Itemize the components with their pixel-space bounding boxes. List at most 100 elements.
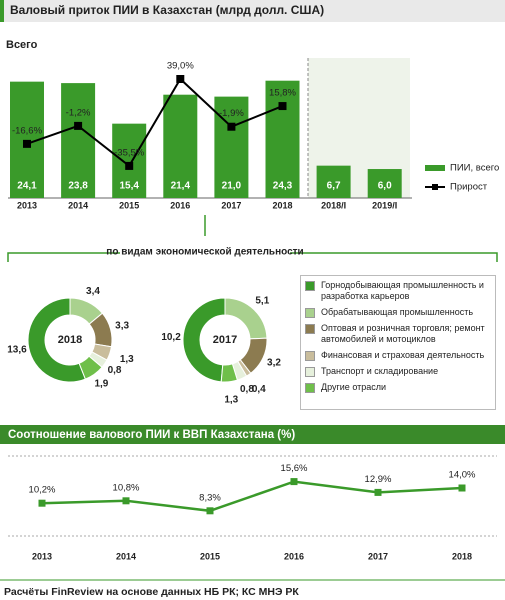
marker (458, 484, 466, 492)
data-label: 3,2 (267, 357, 281, 368)
line (26, 77, 283, 168)
bar (214, 96, 249, 198)
marker (122, 497, 130, 505)
data-label: 15,8% (269, 88, 296, 99)
legend-entry: Оптовая и розничная торговля; ремонт авт… (305, 323, 491, 345)
data-label: 14,0% (449, 470, 476, 481)
bar (163, 94, 198, 198)
x-tick-label: 2018 (452, 551, 472, 561)
data-label: 0,8 (108, 365, 122, 376)
data-label: 6,7 (327, 181, 341, 192)
legend-swatch (305, 308, 315, 318)
chart-title: Валовый приток ПИИ в Казахстан (млрд дол… (10, 3, 324, 17)
data-label: 1,9 (94, 379, 108, 390)
bar (112, 123, 147, 198)
data-label: 0,4 (252, 384, 266, 395)
x-tick-label: 2018 (272, 200, 292, 210)
x-tick-label: 2014 (116, 551, 136, 561)
donut-center-label: 2018 (58, 334, 82, 346)
data-label: -1,2% (66, 107, 91, 118)
donut-slice (78, 355, 103, 380)
donut-slice (220, 363, 239, 383)
data-label: 21,0 (222, 181, 242, 192)
legend-label: Оптовая и розничная торговля; ремонт авт… (321, 323, 485, 344)
x-tick-label: 2017 (221, 200, 241, 210)
data-label: 0,8 (240, 384, 254, 395)
data-label: 39,0% (167, 61, 194, 72)
marker (176, 75, 185, 83)
legend-entry: Другие отрасли (305, 382, 491, 393)
data-label: 15,6% (281, 463, 308, 474)
legend-entry: Финансовая и страховая деятельность (305, 350, 491, 361)
marker (74, 121, 83, 130)
x-tick-label: 2015 (119, 200, 139, 210)
legend-label: Финансовая и страховая деятельность (321, 350, 485, 360)
marker (206, 507, 214, 515)
legend-entry: Транспорт и складирование (305, 366, 491, 377)
x-tick-label: 2013 (17, 200, 37, 210)
legend-entry: Горнодобывающая промышленность и разрабо… (305, 280, 491, 302)
marker (125, 161, 134, 170)
legend: Горнодобывающая промышленность и разрабо… (300, 275, 496, 410)
data-label: 5,1 (255, 296, 269, 307)
marker (38, 499, 46, 507)
legend-entry: Обрабатывающая промышленность (305, 307, 491, 318)
marker (23, 139, 31, 148)
marker (278, 102, 287, 111)
data-label: 15,4 (119, 181, 139, 192)
legend-swatch (305, 281, 315, 291)
legend-label: Горнодобывающая промышленность и разрабо… (321, 280, 484, 301)
data-label: 8,3% (199, 492, 221, 503)
bar (367, 169, 402, 198)
bar (316, 165, 351, 198)
header-band (0, 425, 505, 444)
subtitle: Всего (6, 39, 38, 51)
legend-label: Транспорт и складирование (321, 366, 439, 376)
legend-label: Прирост (450, 182, 488, 193)
legend-swatch (305, 383, 315, 393)
data-label: 23,8 (68, 181, 88, 192)
donut-slice (27, 297, 87, 383)
data-label: 1,3 (120, 354, 134, 365)
data-label: 12,9% (365, 474, 392, 485)
data-label: -1,9% (219, 108, 244, 119)
source: Расчёты FinReview на основе данных НБ РК… (4, 586, 299, 598)
legend-marker (432, 184, 438, 190)
chart-title: Соотношение валового ПИИ к ВВП Казахстан… (8, 429, 295, 441)
data-label: 24,3 (273, 181, 293, 192)
data-label: 10,8% (113, 482, 140, 493)
legend-swatch (305, 367, 315, 377)
x-tick-label: 2016 (170, 200, 190, 210)
data-label: -16,6% (12, 125, 43, 136)
marker (290, 478, 298, 486)
data-label: 21,4 (171, 181, 191, 192)
data-label: 13,6 (7, 345, 27, 356)
donut-center-label: 2017 (213, 334, 237, 346)
data-label: 10,2 (161, 332, 181, 343)
marker (227, 122, 236, 131)
data-label: 6,0 (378, 181, 392, 192)
x-tick-label: 2013 (32, 551, 52, 561)
legend-label: Другие отрасли (321, 382, 387, 392)
x-tick-label: 2018/I (321, 200, 346, 210)
line (41, 480, 463, 513)
donut-slice (182, 297, 226, 383)
data-label: 10,2% (29, 485, 56, 496)
header-band (0, 0, 505, 22)
legend-swatch (305, 324, 315, 334)
bar (61, 83, 96, 198)
marker (374, 488, 382, 496)
bar (265, 80, 300, 198)
header-accent (0, 0, 4, 22)
legend-marker (425, 165, 445, 171)
bracket (7, 252, 498, 262)
data-label: -35,5% (114, 147, 145, 158)
x-tick-label: 2019/I (372, 200, 397, 210)
data-label: 1,3 (224, 394, 238, 405)
section-title: по видам экономической деятельности (106, 247, 303, 258)
x-tick-label: 2017 (368, 551, 388, 561)
data-label: 3,4 (86, 286, 100, 297)
data-label: 24,1 (17, 181, 37, 192)
